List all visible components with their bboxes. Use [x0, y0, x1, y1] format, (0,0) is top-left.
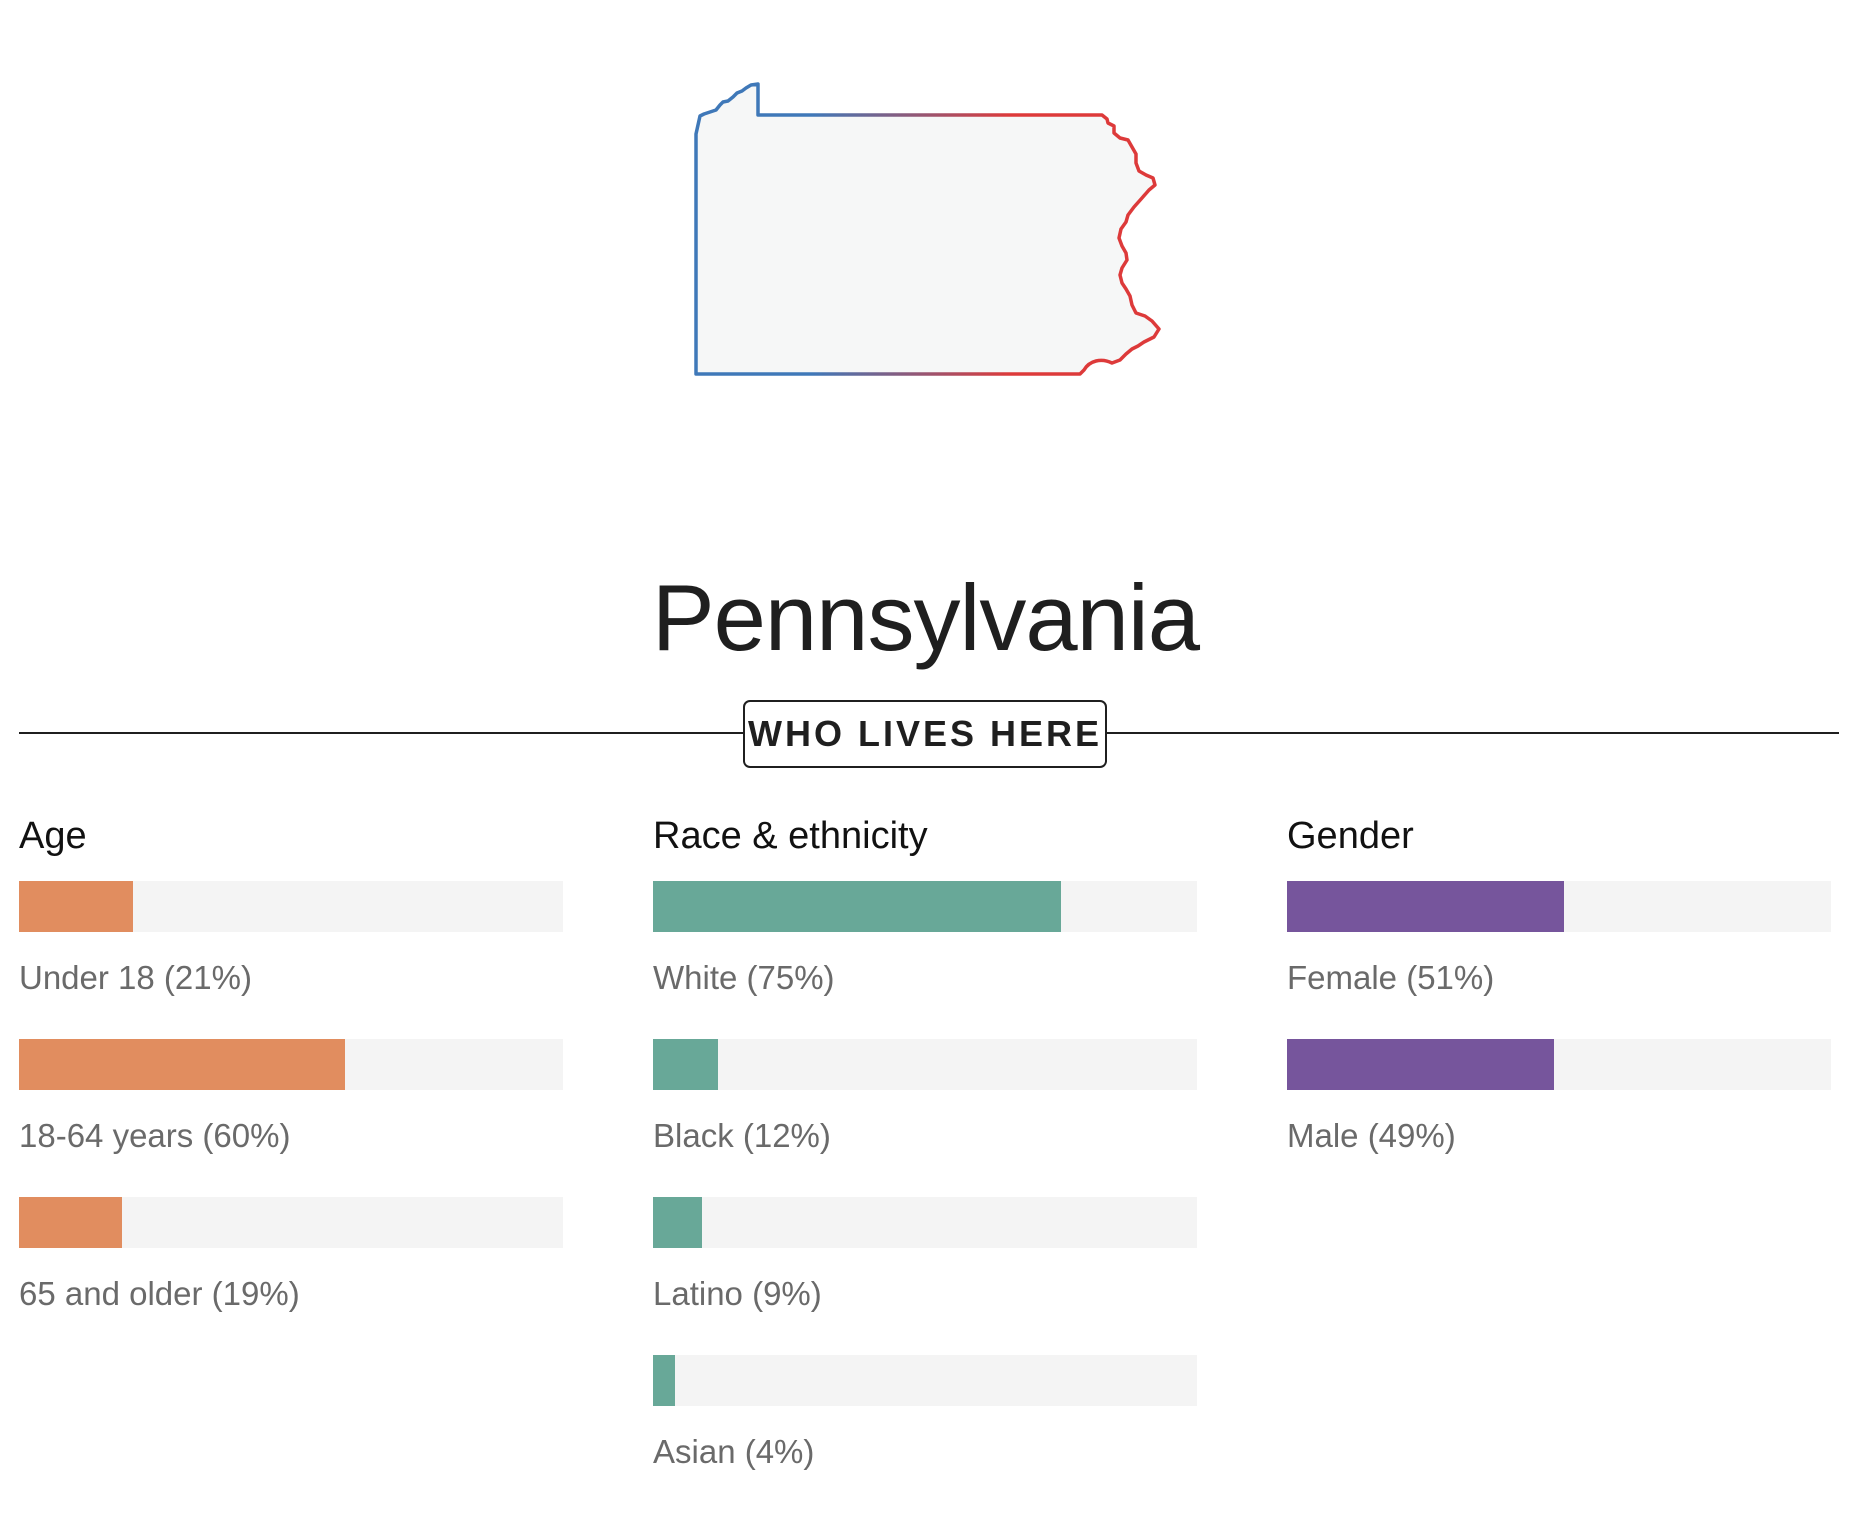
bar-track-female — [1287, 881, 1831, 932]
bar-label-latino: Latino (9%) — [653, 1275, 822, 1312]
bar-row-under-18: Under 18 (21%) — [19, 881, 563, 1039]
bar-row-18-64-years: 18-64 years (60%) — [19, 1039, 563, 1197]
bar-row-black: Black (12%) — [653, 1039, 1197, 1197]
bar-label-65-and-older: 65 and older (19%) — [19, 1275, 300, 1312]
state-name: Pennsylvania — [651, 564, 1200, 670]
bar-track-under-18 — [19, 881, 563, 932]
bar-track-white — [653, 881, 1197, 932]
bar-track-latino — [653, 1197, 1197, 1248]
pennsylvania-shape — [694, 82, 1161, 376]
bar-row-white: White (75%) — [653, 881, 1197, 1039]
bar-track-65-and-older — [19, 1197, 563, 1248]
state-outline-map — [694, 82, 1161, 376]
gender-chart-title: Gender — [1287, 815, 1414, 857]
section-label: WHO LIVES HERE — [743, 700, 1107, 768]
bar-track-black — [653, 1039, 1197, 1090]
gender-bars: Female (51%) Male (49%) — [1287, 881, 1831, 1197]
bar-row-male: Male (49%) — [1287, 1039, 1831, 1197]
bar-label-asian: Asian (4%) — [653, 1433, 815, 1470]
bar-label-under-18: Under 18 (21%) — [19, 959, 252, 996]
race-ethnicity-chart: Race & ethnicity White (75%) Black (12%) L… — [653, 812, 1197, 1513]
bar-track-18-64-years — [19, 1039, 563, 1090]
bar-female — [1287, 881, 1565, 932]
bar-asian — [653, 1355, 675, 1406]
bar-track-asian — [653, 1355, 1197, 1406]
bar-row-65-and-older: 65 and older (19%) — [19, 1197, 563, 1355]
bar-male — [1287, 1039, 1554, 1090]
bar-label-white: White (75%) — [653, 959, 835, 996]
bar-latino — [653, 1197, 702, 1248]
bar-label-male: Male (49%) — [1287, 1117, 1456, 1154]
bar-white — [653, 881, 1061, 932]
bar-label-black: Black (12%) — [653, 1117, 831, 1154]
bar-row-latino: Latino (9%) — [653, 1197, 1197, 1355]
race-ethnicity-chart-title: Race & ethnicity — [653, 815, 928, 857]
bar-row-asian: Asian (4%) — [653, 1355, 1197, 1513]
bar-under-18 — [19, 881, 134, 932]
race-ethnicity-bars: White (75%) Black (12%) Latino (9%) Asian (… — [653, 881, 1197, 1513]
bar-65-and-older — [19, 1197, 123, 1248]
age-bars: Under 18 (21%) 18-64 years (60%) 65 and ol… — [19, 881, 563, 1355]
bar-18-64-years — [19, 1039, 346, 1090]
bar-black — [653, 1039, 719, 1090]
bar-track-male — [1287, 1039, 1831, 1090]
gender-chart: Gender Female (51%) Male (49%) — [1287, 812, 1831, 1197]
bar-row-female: Female (51%) — [1287, 881, 1831, 1039]
bar-label-18-64-years: 18-64 years (60%) — [19, 1117, 291, 1154]
bar-label-female: Female (51%) — [1287, 959, 1495, 996]
age-chart: Age Under 18 (21%) 18-64 years (60%) 65 an… — [19, 812, 563, 1355]
age-chart-title: Age — [19, 815, 87, 857]
